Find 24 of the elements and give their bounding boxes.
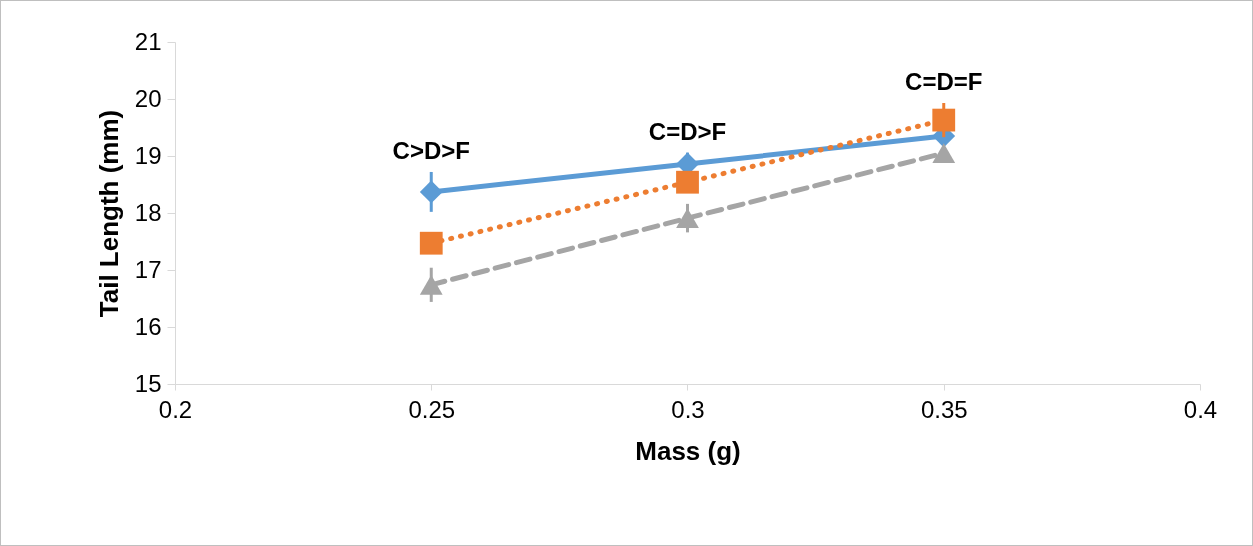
annotation: C=D>F <box>648 117 727 145</box>
x-tick-label: 0.2 <box>158 395 193 423</box>
y-axis-title: Tail Length (mm) <box>93 109 124 318</box>
point <box>676 170 699 194</box>
y-tick-label: 18 <box>134 198 162 226</box>
point <box>932 143 956 164</box>
point <box>419 180 443 204</box>
y-tick-label: 19 <box>134 141 162 169</box>
y-tick-label: 17 <box>134 255 162 283</box>
x-tick-label: 0.35 <box>920 395 968 423</box>
point <box>676 208 699 228</box>
annotation: C>D>F <box>392 136 470 164</box>
x-axis-title: Mass (g) <box>635 435 741 466</box>
y-tick-label: 15 <box>134 369 162 397</box>
x-tick-label: 0.4 <box>1183 395 1218 423</box>
point <box>419 274 443 295</box>
y-tick-label: 20 <box>134 84 162 112</box>
y-tick-label: 16 <box>134 312 162 340</box>
y-tick-label: 21 <box>134 27 162 55</box>
x-tick-label: 0.25 <box>408 395 456 423</box>
point <box>419 231 443 255</box>
x-tick-label: 0.3 <box>671 395 705 423</box>
annotation: C=D=F <box>905 67 983 95</box>
point <box>932 108 956 132</box>
